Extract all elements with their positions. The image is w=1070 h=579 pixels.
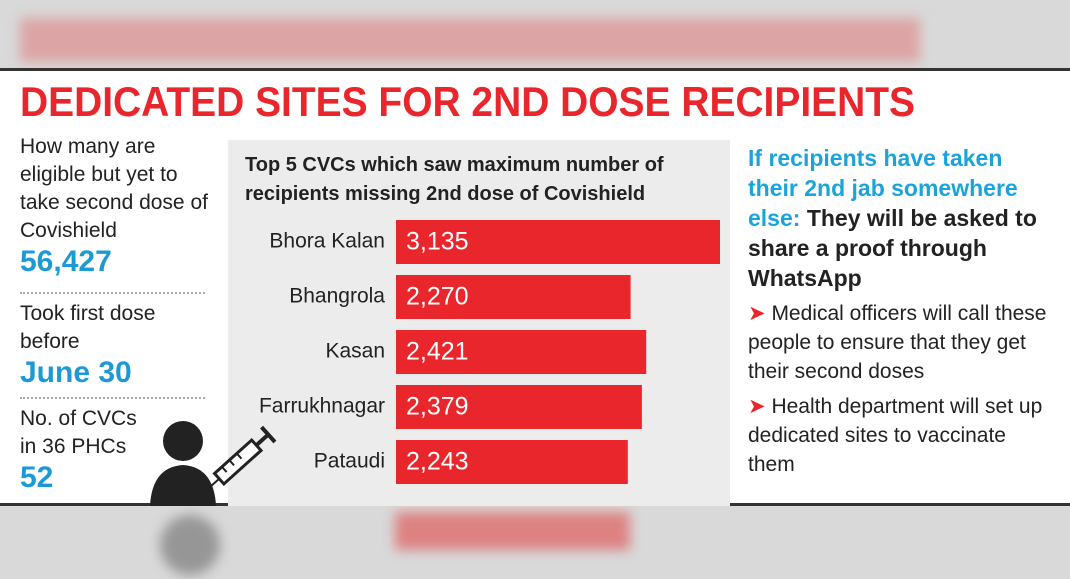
value-label: 2,243 [406, 448, 469, 476]
note-text: They will be asked to share a proof thro… [748, 205, 1037, 291]
bullet: Health department will set up dedicated … [748, 392, 1048, 479]
stat: How many are eligible but yet to take se… [20, 133, 208, 279]
blurred-icon [160, 515, 220, 575]
bar [396, 275, 631, 319]
note-lead: If recipients have taken their 2nd jab s… [748, 145, 1018, 231]
title-area: DEDICATED SITES FOR 2ND DOSE RECIPIENTS [20, 78, 915, 125]
note: If recipients have taken their 2nd jab s… [748, 143, 1048, 479]
value-label: 2,270 [406, 283, 469, 311]
bar [396, 330, 647, 374]
stat: No. of CVCs in 36 PHCs 52 [20, 405, 140, 495]
category-label: Pataudi [314, 450, 385, 473]
bar [396, 385, 642, 429]
chart: Bhora Kalan 3,135 Bhangrola 2,270 Kasan 2,421… [259, 220, 720, 484]
stat-value: 52 [20, 461, 54, 494]
bullet: Medical officers will call these people … [748, 299, 1048, 386]
separator [20, 397, 205, 399]
category-label: Farrukhnagar [259, 395, 385, 418]
separator [20, 292, 205, 294]
value-label: 2,421 [406, 338, 469, 366]
value-label: 3,135 [406, 228, 469, 256]
bar [396, 440, 628, 484]
person-icon [150, 421, 277, 506]
chart-title: Top 5 CVCs which saw maximum number of r… [245, 154, 664, 205]
stat-value: 56,427 [20, 245, 112, 278]
category-label: Kasan [325, 340, 385, 363]
stat-label: How many are eligible but yet to take se… [20, 135, 208, 242]
stat: Took first dose before June 30 [20, 300, 208, 390]
category-label: Bhora Kalan [269, 230, 385, 253]
stat-value: June 30 [20, 356, 132, 389]
stat-label: No. of CVCs in 36 PHCs [20, 407, 137, 458]
value-label: 2,379 [406, 393, 469, 421]
category-label: Bhangrola [289, 285, 385, 308]
blurred-header [20, 18, 920, 62]
title: DEDICATED SITES FOR 2ND DOSE RECIPIENTS [20, 78, 915, 125]
stat-label: Took first dose before [20, 302, 156, 353]
blurred-bar [395, 512, 630, 550]
bar [396, 220, 720, 264]
